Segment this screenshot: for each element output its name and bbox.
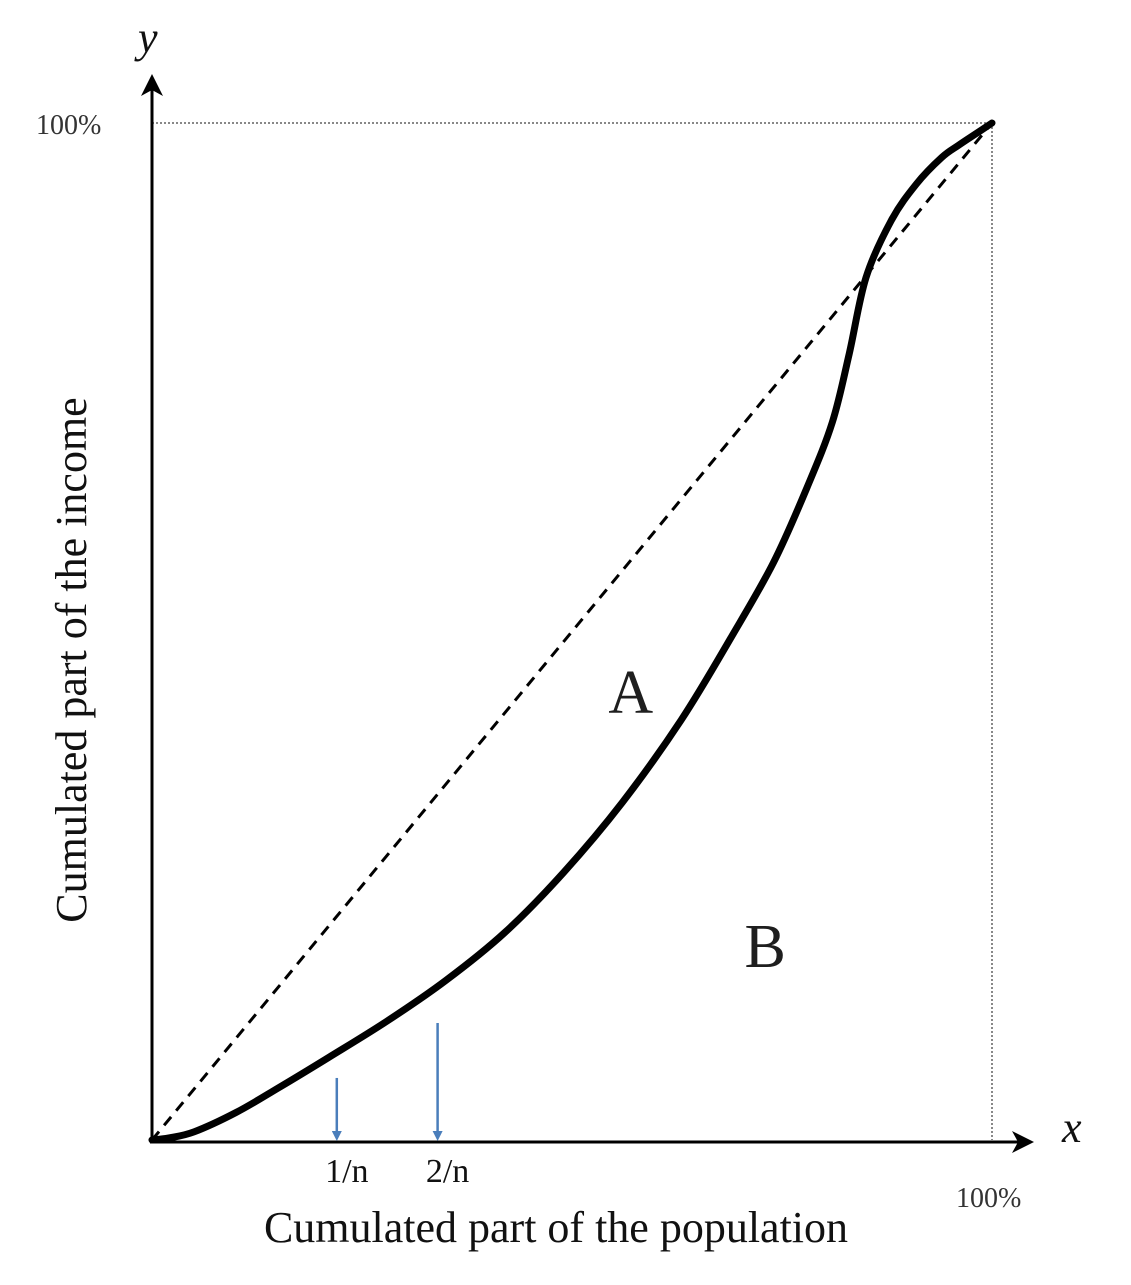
marker-label-2: 2/n: [426, 1153, 469, 1190]
x-tick-100-label: 100%: [956, 1183, 1021, 1214]
y-tick-100-label: 100%: [36, 110, 101, 141]
y-axis-symbol: y: [134, 13, 158, 62]
y-axis-title: Cumulated part of the income: [47, 397, 96, 922]
x-axis-arrowhead: [1012, 1131, 1034, 1153]
y-axis-arrowhead: [141, 74, 163, 96]
x-axis-symbol: x: [1061, 1103, 1082, 1152]
lorenz-curve: [148, 119, 996, 1144]
data-layer: 1/n 2/n A B: [148, 119, 996, 1190]
region-label-b: B: [745, 913, 786, 981]
equality-line: [150, 122, 994, 1141]
region-label-a: A: [608, 659, 653, 727]
x-axis-title: Cumulated part of the population: [264, 1203, 848, 1252]
marker-label-1: 1/n: [325, 1153, 368, 1190]
